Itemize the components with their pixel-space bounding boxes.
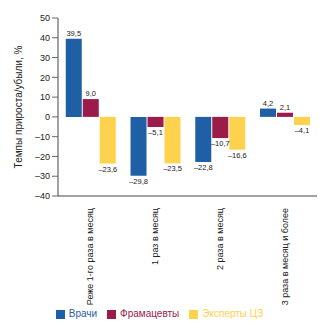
svg-text:Реже 1-го раза в месяц: Реже 1-го раза в месяц [85, 208, 95, 305]
svg-text:3 раза в месяц и более: 3 раза в месяц и более [280, 208, 290, 305]
svg-text:10: 10 [40, 92, 50, 102]
svg-text:50: 50 [40, 13, 50, 23]
svg-text:4,2: 4,2 [263, 99, 273, 108]
svg-text:–4,1: –4,1 [295, 126, 310, 135]
svg-text:2,1: 2,1 [280, 103, 290, 112]
svg-text:–20: –20 [35, 152, 50, 162]
svg-text:–40: –40 [35, 191, 50, 201]
svg-text:Темпы прироста/убыли, %: Темпы прироста/убыли, % [13, 46, 24, 169]
svg-text:–29,8: –29,8 [129, 177, 148, 186]
svg-text:–30: –30 [35, 171, 50, 181]
svg-text:–10,7: –10,7 [211, 139, 230, 148]
svg-text:20: 20 [40, 73, 50, 83]
svg-text:2 раза в месяц: 2 раза в месяц [215, 208, 225, 270]
svg-text:–16,6: –16,6 [228, 151, 247, 160]
svg-text:39,5: 39,5 [66, 29, 81, 38]
svg-text:9,0: 9,0 [86, 89, 96, 98]
svg-text:1 раз в месяц: 1 раз в месяц [150, 208, 160, 265]
html-text:Эксперты ЦЗ: Эксперты ЦЗ [202, 308, 264, 319]
svg-text:–23,6: –23,6 [98, 165, 117, 174]
html-text:Врачи: Врачи [68, 308, 98, 319]
svg-text:–5,1: –5,1 [148, 128, 163, 137]
html-text:Фрамацевты: Фрамацевты [120, 308, 180, 319]
svg-text:0: 0 [45, 112, 50, 122]
svg-text:–10: –10 [35, 132, 50, 142]
svg-text:–22,8: –22,8 [194, 163, 213, 172]
svg-text:30: 30 [40, 53, 50, 63]
svg-text:–23,5: –23,5 [163, 164, 182, 173]
svg-text:40: 40 [40, 33, 50, 43]
